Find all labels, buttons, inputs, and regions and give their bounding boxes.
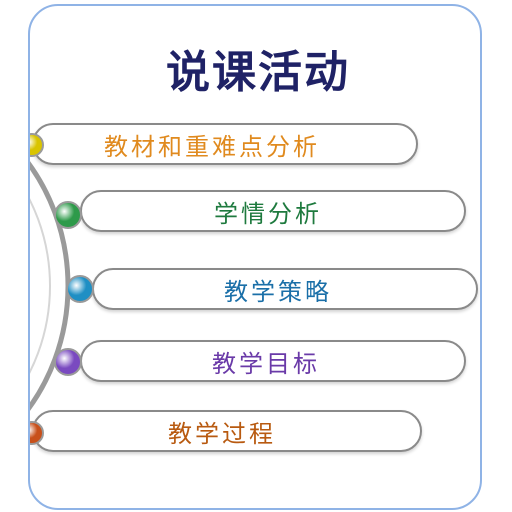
- item-label: 教学策略: [224, 277, 332, 306]
- slide-frame: 说课活动 教材和重难点分析 学情分析 教学策略 教学目标 教学过程: [28, 4, 482, 510]
- item-label: 教材和重难点分析: [104, 132, 320, 161]
- item-bar-teaching-material: 教材和重难点分析: [32, 123, 418, 165]
- item-bullet-icon: [66, 275, 94, 303]
- item-bullet-icon: [54, 201, 82, 229]
- item-bar-learning-analysis: 学情分析: [80, 190, 466, 232]
- slide-title: 说课活动: [166, 47, 350, 98]
- item-label: 教学目标: [212, 349, 320, 378]
- item-bar-teaching-strategy: 教学策略: [92, 268, 478, 310]
- item-bar-teaching-process: 教学过程: [32, 410, 422, 452]
- item-label: 学情分析: [214, 199, 322, 228]
- item-label: 教学过程: [168, 419, 276, 448]
- item-bullet-icon: [54, 348, 82, 376]
- item-bar-teaching-goal: 教学目标: [80, 340, 466, 382]
